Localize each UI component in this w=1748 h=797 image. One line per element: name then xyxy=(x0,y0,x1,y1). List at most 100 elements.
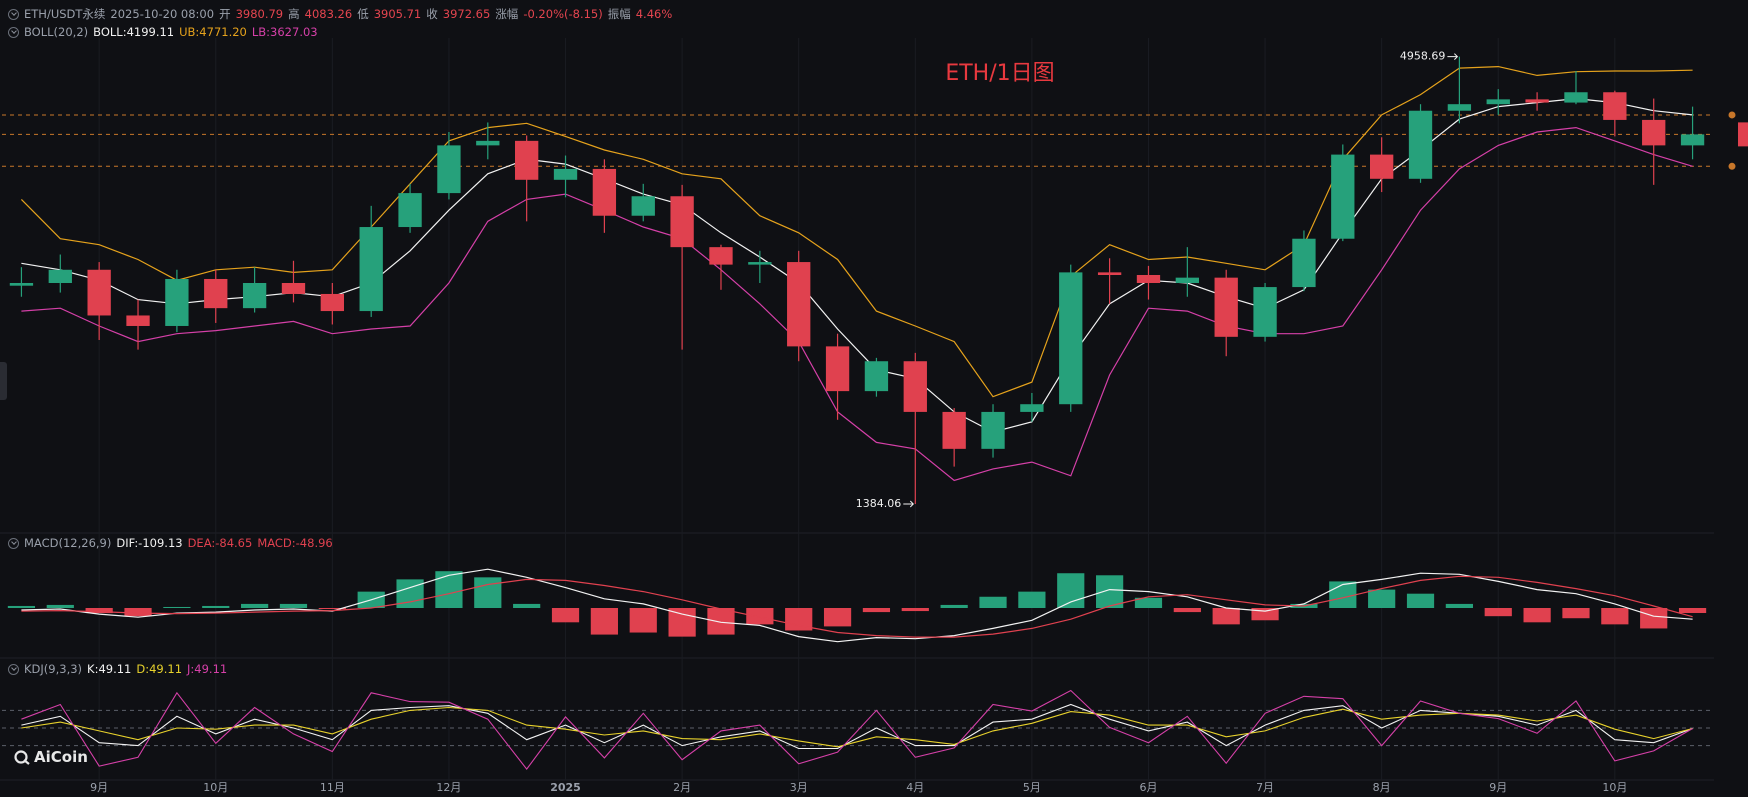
x-tick-label: 9月 xyxy=(1489,781,1507,794)
candle-body xyxy=(1136,275,1161,283)
candle-body xyxy=(1331,154,1355,239)
macd-bar xyxy=(1018,591,1046,608)
logo-text: AiCoin xyxy=(34,748,88,766)
macd-bar xyxy=(435,571,463,608)
side-handle[interactable] xyxy=(0,362,7,400)
kdj-line xyxy=(21,689,1693,771)
x-tick-label: 2月 xyxy=(673,781,691,794)
indicator-name: MACD(12,26,9) xyxy=(24,536,112,550)
macd-bar xyxy=(1484,608,1512,617)
candle-body xyxy=(1292,238,1316,288)
min-label: 1384.06 xyxy=(856,497,902,510)
candle-body xyxy=(942,411,966,449)
candle-body xyxy=(242,283,267,309)
candle-body xyxy=(204,278,228,309)
macd-bar xyxy=(707,608,735,635)
x-tick-label: 9月 xyxy=(90,781,108,794)
macd-legend: MACD(12,26,9) DIF:-109.13 DEA:-84.65 MACD:-… xyxy=(8,536,333,550)
x-tick-label: 10月 xyxy=(1602,781,1627,794)
min-arrow xyxy=(903,500,915,508)
max-arrow xyxy=(1447,53,1459,61)
collapse-icon[interactable] xyxy=(8,663,19,675)
macd-bar xyxy=(202,605,230,608)
macd-bar xyxy=(746,608,774,625)
legend-entry: LB:3627.03 xyxy=(251,25,318,39)
candle-body xyxy=(592,168,617,216)
candle-body xyxy=(1253,287,1277,337)
candle-body xyxy=(787,262,811,347)
legend-entry: MACD:-48.96 xyxy=(257,536,333,550)
amplitude-value: 4.46% xyxy=(635,7,673,21)
datetime: 2025-10-20 08:00 xyxy=(110,7,215,21)
candle-body xyxy=(437,145,461,194)
legend-entry: K:49.11 xyxy=(87,662,132,676)
kdj-line xyxy=(21,706,1693,748)
collapse-icon[interactable] xyxy=(8,537,19,549)
boll-line xyxy=(20,65,1693,398)
amplitude-label: 振幅 xyxy=(607,7,631,21)
macd-bar xyxy=(1523,608,1551,623)
x-tick-label: 10月 xyxy=(203,781,228,794)
macd-bar xyxy=(1601,608,1629,625)
legend-entry: DIF:-109.13 xyxy=(116,536,183,550)
candle-body xyxy=(48,269,72,283)
candle-body xyxy=(1175,277,1199,283)
high-label: 高 xyxy=(288,7,300,21)
boll-line xyxy=(21,97,1693,433)
change-label: 涨幅 xyxy=(495,7,519,21)
macd-bar xyxy=(1406,593,1435,608)
low-value: 3905.71 xyxy=(373,7,422,21)
candle-body xyxy=(1603,92,1627,120)
boll-line xyxy=(21,126,1693,482)
macd-bar xyxy=(551,608,580,623)
boll-legend: BOLL(20,2) BOLL:4199.11 UB:4771.20 LB:3627.… xyxy=(8,25,318,39)
candle-body xyxy=(981,411,1005,449)
collapse-icon[interactable] xyxy=(8,8,19,20)
kdj-legend: KDJ(9,3,3) K:49.11 D:49.11 J:49.11 xyxy=(8,662,227,676)
close-label: 收 xyxy=(426,7,438,21)
macd-bar xyxy=(7,605,36,608)
candle-body xyxy=(320,293,344,312)
x-tick-label: 4月 xyxy=(906,781,924,794)
candle-body xyxy=(1370,154,1394,179)
candle-body xyxy=(9,283,34,286)
x-tick-label: 12月 xyxy=(436,781,461,794)
open-value: 3980.79 xyxy=(235,7,284,21)
legend-entry: D:49.11 xyxy=(136,662,183,676)
candle-body xyxy=(825,346,850,392)
legend-entry: DEA:-84.65 xyxy=(187,536,253,550)
macd-bar xyxy=(1212,608,1240,625)
macd-bar xyxy=(668,608,696,637)
macd-bar xyxy=(901,608,929,612)
macd-bar xyxy=(318,608,346,610)
logo: AiCoin xyxy=(14,748,88,766)
macd-bar xyxy=(1640,608,1668,629)
collapse-icon[interactable] xyxy=(8,26,19,38)
macd-bar xyxy=(163,606,191,608)
candle-body xyxy=(1059,272,1083,405)
x-tick-label: 6月 xyxy=(1139,781,1157,794)
candle-body xyxy=(515,140,539,180)
candle-body xyxy=(359,227,383,312)
price-line-handle xyxy=(1728,162,1736,170)
price-line-handle xyxy=(1728,111,1736,119)
macd-bar xyxy=(590,608,618,635)
macd-bar xyxy=(241,603,269,608)
candle-body xyxy=(165,278,189,326)
candle-body xyxy=(1525,99,1549,103)
x-tick-label: 7月 xyxy=(1256,781,1274,794)
x-tick-label: 11月 xyxy=(320,781,345,794)
legend-entry: J:49.11 xyxy=(187,662,228,676)
change-value: -0.20%(-8.15) xyxy=(523,7,603,21)
high-value: 4083.26 xyxy=(304,7,353,21)
header-row: ETH/USDT永续 2025-10-20 08:00 开 3980.79 高 … xyxy=(8,6,672,22)
candle-body xyxy=(553,168,578,180)
candle-body xyxy=(709,247,733,265)
macd-bar xyxy=(474,577,502,608)
candle-body xyxy=(1408,110,1433,179)
legend-entry: UB:4771.20 xyxy=(179,25,247,39)
candle-body xyxy=(1642,119,1666,146)
macd-bar xyxy=(940,604,968,608)
macd-bar xyxy=(1096,575,1124,608)
